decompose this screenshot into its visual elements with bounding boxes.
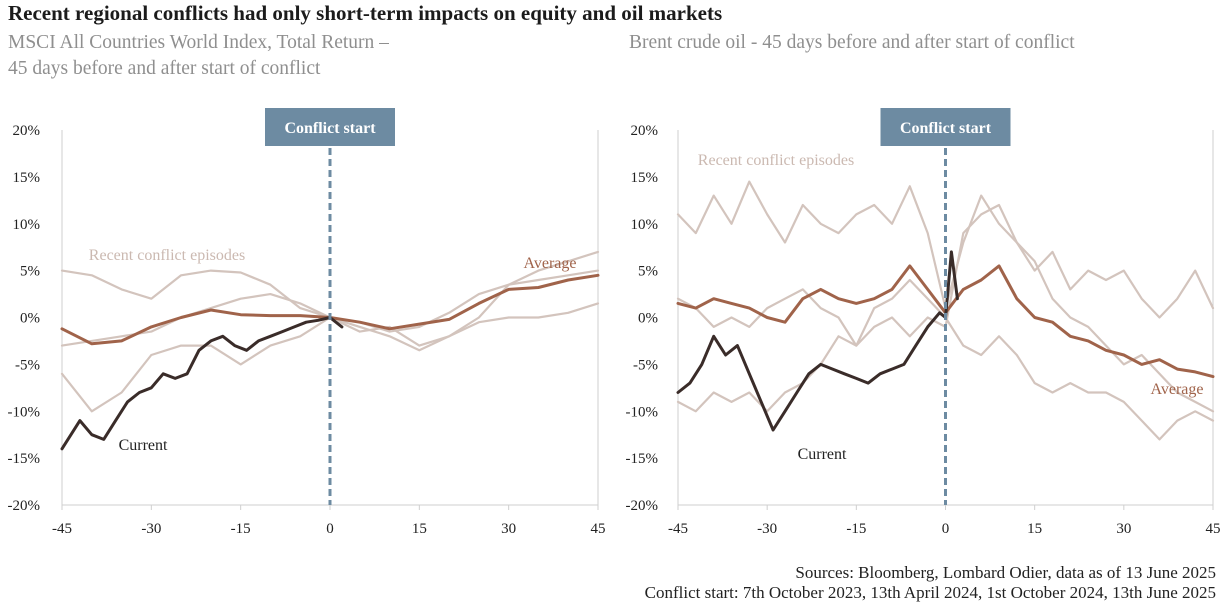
equity-xtick-label: 45 [591,521,606,537]
right-subtitle-line-1: Brent crude oil - 45 days before and aft… [629,32,1075,53]
equity-ytick-label: 0% [20,311,40,327]
equity-chart: -20% -15% -10% -5% 0% 5% 10% 15% 20% -45 -30 -15 0 15… [8,108,606,537]
oil-current-line [676,250,959,432]
oil-ytick-label: -20% [626,498,659,514]
equity-ytick-label: 5% [20,264,40,280]
equity-conflict-start-label: Conflict start [284,120,376,137]
oil-xtick-label: 15 [1027,521,1042,537]
equity-ytick-label: -5% [15,357,40,373]
oil-xtick-label: 45 [1206,521,1221,537]
equity-ytick-label: -20% [8,498,41,514]
conflict-dates-note: Conflict start: 7th October 2023, 13th A… [644,583,1216,602]
oil-ytick-label: 5% [638,264,658,280]
oil-xtick-label: -15 [846,521,866,537]
oil-ytick-label: 15% [631,170,659,186]
oil-ytick-label: 0% [638,311,658,327]
equity-current-annotation: Current [119,437,168,454]
left-chart-subtitle: MSCI All Countries World Index, Total Re… [8,30,528,82]
equity-xtick-label: 15 [412,521,427,537]
oil-conflict-start-label: Conflict start [900,120,992,137]
oil-xtick-label: -30 [757,521,777,537]
oil-xtick-label: 0 [942,521,950,537]
left-subtitle-line-2: 45 days before and after start of confli… [8,58,321,79]
equity-episodes-annotation: Recent conflict episodes [89,247,245,264]
left-subtitle-line-1: MSCI All Countries World Index, Total Re… [8,32,389,53]
equity-conflict-start-box [265,108,395,146]
equity-xtick-label: -15 [231,521,251,537]
equity-xtick-label: -45 [52,521,72,537]
equity-average-annotation: Average [524,255,577,272]
chart-title: Recent regional conflicts had only short… [8,1,723,25]
oil-episodes-annotation: Recent conflict episodes [698,152,854,169]
oil-ytick-label: -15% [626,451,659,467]
equity-ytick-label: 20% [13,123,41,139]
equity-current-line [60,316,344,451]
oil-ytick-label: -5% [633,357,658,373]
oil-chart: -20% -15% -10% -5% 0% 5% 10% 15% 20% -45 -30 -15 0 15… [626,108,1221,537]
right-chart-subtitle: Brent crude oil - 45 days before and aft… [629,30,1219,56]
oil-ytick-label: 20% [631,123,659,139]
equity-xtick-label: -30 [141,521,161,537]
oil-conflict-start-box [880,108,1011,146]
sources-note: Sources: Bloomberg, Lombard Odier, data … [795,563,1216,582]
equity-xtick-label: 0 [326,521,334,537]
equity-ytick-label: -15% [8,451,41,467]
equity-ytick-label: 10% [13,217,41,233]
oil-ytick-label: 10% [631,217,659,233]
equity-ytick-label: -10% [8,404,41,420]
oil-ytick-label: -10% [626,404,659,420]
oil-current-annotation: Current [798,446,847,463]
oil-xtick-label: 30 [1116,521,1131,537]
oil-average-annotation: Average [1151,381,1204,398]
equity-xtick-label: 30 [501,521,516,537]
oil-xtick-label: -45 [668,521,688,537]
equity-ytick-label: 15% [13,170,41,186]
